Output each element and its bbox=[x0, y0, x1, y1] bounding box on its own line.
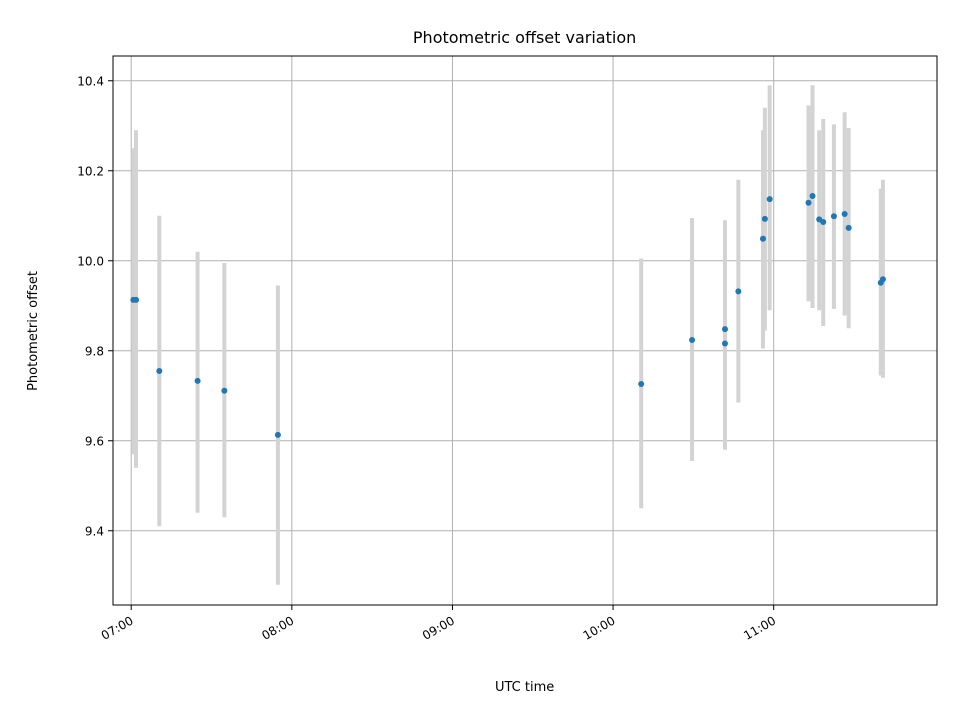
data-point bbox=[274, 431, 281, 438]
x-tick-label: 09:00 bbox=[420, 613, 457, 642]
y-tick-label: 10.0 bbox=[77, 254, 104, 268]
y-tick-label: 9.4 bbox=[85, 524, 104, 538]
data-point bbox=[845, 224, 852, 231]
data-point bbox=[721, 340, 728, 347]
y-tick-label: 10.4 bbox=[77, 74, 104, 88]
data-point bbox=[830, 213, 837, 220]
data-point bbox=[766, 196, 773, 203]
data-point bbox=[841, 210, 848, 217]
x-tick-label: 07:00 bbox=[99, 613, 136, 642]
x-tick-label: 10:00 bbox=[581, 613, 618, 642]
data-point bbox=[761, 215, 768, 222]
data-point bbox=[735, 288, 742, 295]
data-point bbox=[689, 336, 696, 343]
data-point bbox=[194, 377, 201, 384]
x-axis-ticks: 07:00 08:00 09:00 10:00 11:00 bbox=[99, 605, 778, 643]
x-axis-label: UTC time bbox=[495, 680, 554, 695]
grid-lines bbox=[113, 56, 937, 605]
data-point bbox=[133, 296, 140, 303]
data-point bbox=[879, 276, 886, 283]
y-tick-label: 10.2 bbox=[77, 164, 104, 178]
y-tick-label: 9.6 bbox=[85, 434, 104, 448]
data-points bbox=[130, 192, 886, 438]
x-tick-label: 08:00 bbox=[259, 613, 296, 642]
data-point bbox=[759, 235, 766, 242]
y-tick-label: 9.8 bbox=[85, 344, 104, 358]
data-point bbox=[721, 326, 728, 333]
chart-title: Photometric offset variation bbox=[413, 28, 636, 47]
x-tick-label: 11:00 bbox=[741, 613, 778, 642]
y-axis-ticks: 9.4 9.6 9.8 10.0 10.2 10.4 bbox=[77, 74, 113, 538]
data-point bbox=[156, 368, 163, 374]
data-point bbox=[820, 219, 827, 226]
data-point bbox=[805, 199, 812, 206]
data-point bbox=[638, 381, 645, 388]
data-point bbox=[809, 192, 816, 199]
y-axis-label: Photometric offset bbox=[26, 271, 41, 391]
error-bars bbox=[131, 85, 885, 585]
plot-frame bbox=[112, 55, 938, 606]
data-point bbox=[221, 387, 228, 394]
